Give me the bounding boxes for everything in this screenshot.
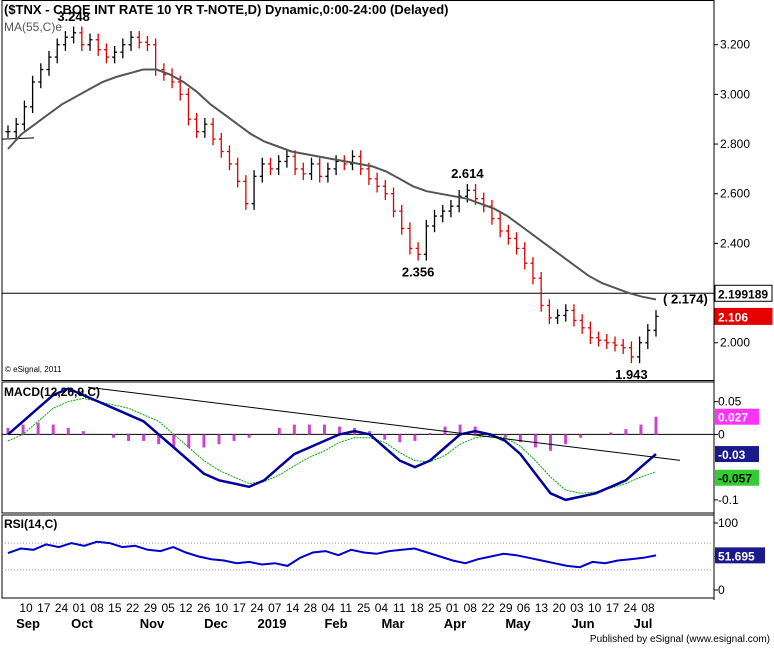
x-day-tick-label: 14 [286, 601, 300, 615]
price-value-badge-label: 2.106 [718, 310, 748, 324]
x-day-tick-label: 06 [517, 601, 531, 615]
rsi-line [7, 540, 657, 569]
x-month-label: Jul [634, 616, 653, 631]
macd-signal-line [7, 397, 657, 494]
x-day-tick-label: 24 [624, 601, 638, 615]
price-value-badge [714, 307, 773, 325]
x-day-tick-label: 11 [393, 601, 406, 615]
x-day-tick-label: 25 [357, 601, 371, 615]
macd-y-tick-label: 0.05 [718, 395, 742, 409]
x-day-tick-label: 24 [250, 601, 264, 615]
price-value-badge [714, 284, 773, 302]
x-day-tick-label: 24 [55, 601, 69, 615]
macd-panel-frame [1, 381, 715, 514]
x-day-tick-label: 18 [410, 601, 424, 615]
x-month-label: Apr [444, 616, 466, 631]
rsi-value-badge-label: 51.695 [718, 549, 755, 563]
price-annotation: 2.356 [402, 264, 435, 279]
x-day-tick-label: 08 [464, 601, 478, 615]
x-day-tick-label: 25 [428, 601, 442, 615]
x-day-tick-label: 15 [108, 601, 122, 615]
x-day-tick-label: 05 [161, 601, 175, 615]
x-day-tick-label: 28 [304, 601, 318, 615]
price-value-badge-label: 2.199189 [718, 287, 768, 301]
x-day-tick-label: 04 [321, 601, 335, 615]
macd-value-badge [715, 469, 759, 486]
macd-value-badge-label: -0.03 [718, 448, 746, 462]
macd-value-badge-label: -0.057 [718, 472, 752, 486]
x-day-tick-label: 08 [90, 601, 104, 615]
price-annotation: 2.614 [451, 166, 484, 181]
x-day-tick-label: 29 [499, 601, 513, 615]
price-annotation: 3.248 [57, 9, 90, 24]
x-day-tick-label: 17 [606, 601, 620, 615]
ma-indicator-label: MA(55,C)e [4, 20, 62, 34]
price-y-tick-label: 2.000 [720, 336, 750, 350]
x-month-label: 2019 [258, 616, 287, 631]
x-day-tick-label: 22 [126, 601, 140, 615]
rsi-value-badge [715, 547, 765, 564]
x-month-label: Jun [571, 616, 594, 631]
x-day-tick-label: 01 [446, 601, 460, 615]
rsi-y-tick-label: 100 [718, 516, 738, 530]
x-month-label: Dec [204, 616, 228, 631]
rsi-y-tick-label: 0 [718, 583, 725, 597]
x-day-tick-label: 10 [215, 601, 229, 615]
x-month-label: Feb [324, 616, 347, 631]
x-day-tick-label: 17 [233, 601, 247, 615]
x-month-label: Mar [381, 616, 404, 631]
macd-value-badge [715, 408, 759, 425]
x-day-tick-label: 08 [641, 601, 655, 615]
x-month-label: Sep [16, 616, 40, 631]
macd-line [7, 387, 657, 502]
x-month-label: Oct [71, 616, 93, 631]
x-day-tick-label: 20 [552, 601, 566, 615]
x-day-tick-label: 11 [340, 601, 353, 615]
x-day-tick-label: 17 [37, 601, 51, 615]
x-month-label: Nov [140, 616, 165, 631]
footer-text: Published by eSignal (www.esignal.com) [590, 634, 770, 645]
x-day-tick-label: 07 [268, 601, 282, 615]
x-day-tick-label: 22 [481, 601, 495, 615]
macd-y-tick-label: 0 [718, 427, 725, 441]
moving-average-line [7, 68, 657, 301]
macd-value-badge [715, 446, 759, 463]
x-day-tick-label: 04 [375, 601, 389, 615]
x-day-tick-label: 10 [588, 601, 602, 615]
macd-y-tick-label: -0.1 [718, 493, 739, 507]
x-month-label: May [505, 616, 531, 631]
price-y-tick-label: 2.600 [720, 187, 750, 201]
macd-trendline [87, 386, 681, 461]
x-day-tick-label: 01 [73, 601, 87, 615]
macd-value-badge-label: 0.027 [718, 411, 748, 425]
copyright-text: © eSignal, 2011 [5, 365, 62, 374]
macd-title: MACD(12,26,9,C) [4, 385, 100, 399]
ma-value-annotation: ( 2.174) [663, 292, 708, 307]
x-day-tick-label: 10 [19, 601, 33, 615]
chart-title: ($TNX - CBOE INT RATE 10 YR T-NOTE,D) Dy… [4, 2, 449, 17]
x-day-tick-label: 12 [179, 601, 193, 615]
x-day-tick-label: 13 [535, 601, 549, 615]
price-y-tick-label: 3.200 [720, 38, 750, 52]
rsi-panel-frame [1, 514, 715, 599]
x-day-tick-label: 26 [197, 601, 211, 615]
x-day-tick-label: 29 [144, 601, 158, 615]
price-y-tick-label: 2.400 [720, 236, 750, 250]
price-y-tick-label: 3.000 [720, 87, 750, 101]
x-day-tick-label: 03 [570, 601, 584, 615]
price-y-tick-label: 2.800 [720, 137, 750, 151]
rsi-title: RSI(14,C) [4, 517, 57, 531]
price-annotation: 1.943 [615, 367, 648, 382]
